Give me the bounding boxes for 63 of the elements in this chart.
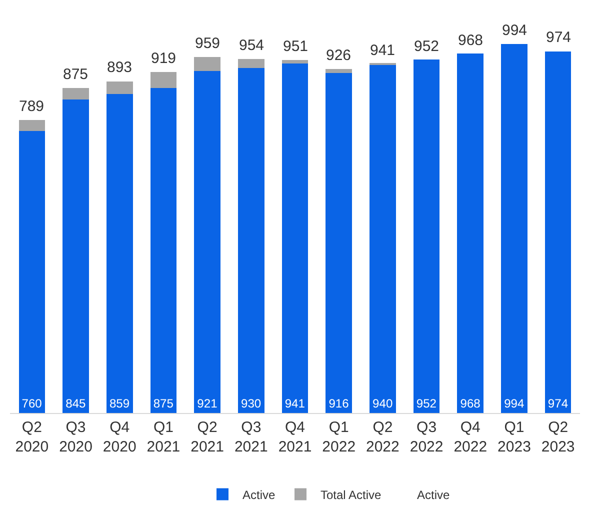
x-tick-label: Q1 2022 xyxy=(322,419,356,456)
data-label: 974 xyxy=(548,396,568,410)
bar xyxy=(501,44,528,413)
x-tick-label: Q1 2023 xyxy=(498,419,531,456)
bar xyxy=(106,94,133,413)
data-label: 859 xyxy=(109,396,130,410)
total-label: 941 xyxy=(370,42,396,59)
bar xyxy=(238,58,264,68)
total-label: 974 xyxy=(546,29,572,46)
data-label: 952 xyxy=(416,396,437,410)
total-label: 994 xyxy=(502,22,528,39)
x-tick-label: Q4 2020 xyxy=(102,419,136,456)
x-tick-label: Q2 2023 xyxy=(541,419,575,456)
data-label: 875 xyxy=(153,396,174,410)
bar xyxy=(282,60,308,64)
total-label: 919 xyxy=(151,50,176,67)
text: Active xyxy=(417,488,450,502)
data-label: 760 xyxy=(22,396,42,410)
total-label: 952 xyxy=(414,38,440,55)
bar xyxy=(457,54,484,413)
total-label: 954 xyxy=(239,37,264,54)
total-label: 875 xyxy=(63,66,88,83)
data-label: 940 xyxy=(372,396,393,410)
bar xyxy=(326,72,352,413)
data-label: 941 xyxy=(284,396,306,410)
x-tick-label: Q2 2020 xyxy=(15,419,49,456)
bar xyxy=(150,72,177,88)
bar xyxy=(62,99,89,413)
bar xyxy=(282,64,308,413)
x-tick-label: Q2 2022 xyxy=(366,419,400,456)
bar xyxy=(18,130,46,413)
bar xyxy=(194,56,220,72)
legend-label: Total Active xyxy=(320,488,382,502)
data-label: 921 xyxy=(197,396,218,410)
total-label: 789 xyxy=(19,98,44,115)
bar xyxy=(544,51,572,413)
bar xyxy=(370,64,396,413)
data-label: 994 xyxy=(504,396,524,410)
x-tick-label: Q3 2022 xyxy=(410,419,444,456)
x-tick-label: Q4 2021 xyxy=(278,419,312,456)
total-label: 959 xyxy=(195,35,220,52)
x-tick-label: Q1 2021 xyxy=(146,419,180,456)
bar xyxy=(150,88,177,413)
data-label: 845 xyxy=(66,396,86,410)
bar xyxy=(62,88,89,100)
x-tick-label: Q4 2022 xyxy=(454,419,488,456)
total-label: 951 xyxy=(283,38,308,55)
bar xyxy=(413,60,440,413)
bar xyxy=(238,68,264,413)
legend-label: Active xyxy=(242,488,276,502)
bar xyxy=(106,81,133,94)
x-tick-label: Q2 2021 xyxy=(190,419,224,456)
total-label: 968 xyxy=(458,32,484,49)
data-label: 968 xyxy=(460,396,481,410)
total-label: 893 xyxy=(107,59,132,76)
total-label: 926 xyxy=(326,47,352,64)
x-tick-label: Q3 2020 xyxy=(59,419,92,456)
data-label: 916 xyxy=(328,396,350,410)
bar xyxy=(18,120,46,131)
data-label: 930 xyxy=(241,396,262,410)
bar xyxy=(194,71,220,413)
bar xyxy=(326,69,352,73)
x-tick-label: Q3 2021 xyxy=(234,419,268,456)
